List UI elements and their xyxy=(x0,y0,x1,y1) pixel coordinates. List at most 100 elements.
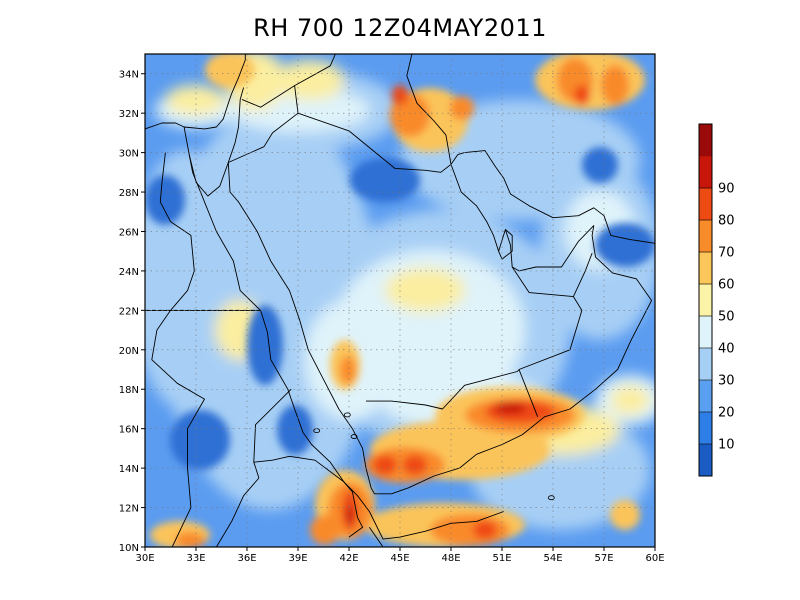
humidity-area-red-orange-iraq xyxy=(392,85,408,105)
colorbar-frame xyxy=(698,123,713,477)
grid-lines xyxy=(145,54,655,547)
colorbar-label: 90 xyxy=(718,182,735,197)
humidity-area-light-orange-turkey xyxy=(205,54,255,88)
colorbar-label: 50 xyxy=(718,310,735,325)
x-tick-label: 45E xyxy=(390,553,409,564)
humidity-area-yellow-coast xyxy=(165,85,225,115)
saudi-jordan-border xyxy=(228,112,299,163)
humidity-area-dark-blue-egypt xyxy=(145,175,185,225)
y-tick-label: 20N xyxy=(119,346,139,357)
humidity-area-dark-blue-sw xyxy=(170,410,230,470)
colorbar-segment xyxy=(699,412,712,445)
x-tick-label: 54E xyxy=(543,553,562,564)
humidity-area-dark-blue-east xyxy=(595,223,655,267)
colorbar-label: 80 xyxy=(718,214,735,229)
y-tick-label: 22N xyxy=(119,306,139,317)
arabian-peninsula-coast xyxy=(227,152,653,495)
x-tick-label: 48E xyxy=(441,553,460,564)
colorbar-label: 70 xyxy=(718,246,735,261)
x-tick-label: 39E xyxy=(288,553,307,564)
uae-saudi-border xyxy=(511,253,593,298)
humidity-area-yellow-north xyxy=(275,60,345,100)
turkey-syria-border xyxy=(247,54,248,55)
y-tick-label: 12N xyxy=(119,504,139,515)
colorbar-label: 40 xyxy=(718,342,735,357)
sinai-coast xyxy=(183,54,246,197)
colorbar-label: 30 xyxy=(718,374,735,389)
colorbar-segment xyxy=(699,252,712,285)
colorbar-segment xyxy=(699,188,712,221)
ethiopia-border xyxy=(253,455,364,538)
y-tick-label: 10N xyxy=(119,543,139,554)
x-tick-label: 51E xyxy=(492,553,511,564)
humidity-area-dark-blue-iran xyxy=(582,147,618,183)
saudi-yemen-border xyxy=(366,369,520,410)
humidity-area-light-orange-se xyxy=(610,500,640,530)
somalia-border xyxy=(369,527,417,547)
y-tick-label: 30N xyxy=(119,149,139,160)
humidity-field xyxy=(145,54,655,547)
colorbar-label: 20 xyxy=(718,406,735,421)
humidity-area-yellow-center xyxy=(385,268,465,312)
x-tick-label: 57E xyxy=(594,553,613,564)
humidity-area-red-orange-iran xyxy=(574,85,590,105)
humidity-area-red-oman-coast xyxy=(494,402,526,414)
humidity-area-orange-iran-north-b xyxy=(601,65,629,105)
humidity-area-light-blue-red-sea-west xyxy=(145,150,240,410)
x-tick-label: 36E xyxy=(237,553,256,564)
colorbar-segment xyxy=(699,444,712,477)
saudi-oman-border xyxy=(518,296,583,370)
island-0 xyxy=(343,412,351,418)
y-tick-label: 26N xyxy=(119,227,139,238)
egypt-north-coast xyxy=(145,122,185,130)
map-title: RH 700 12Z04MAY2011 xyxy=(253,14,547,42)
humidity-area-red-orange-yemen-b xyxy=(403,455,427,475)
humidity-area-dark-blue-sudan xyxy=(277,405,313,455)
colorbar-segment xyxy=(699,220,712,253)
qatar-outline xyxy=(498,229,513,260)
y-tick-label: 24N xyxy=(119,267,139,278)
yemen-oman-border xyxy=(518,369,539,417)
y-tick-label: 16N xyxy=(119,425,139,436)
sudan-ethiopia-border xyxy=(216,477,260,547)
humidity-area-yellow-se xyxy=(610,385,650,415)
humidity-area-orange-asir xyxy=(340,356,356,384)
x-tick-label: 60E xyxy=(645,553,664,564)
y-tick-label: 32N xyxy=(119,109,139,120)
x-tick-label: 30E xyxy=(135,553,154,564)
humidity-area-dark-blue-iraq xyxy=(350,158,420,202)
island-3 xyxy=(547,495,555,501)
colorbar-segment xyxy=(699,348,712,381)
colorbar-segment xyxy=(699,284,712,317)
colorbar-segment xyxy=(699,124,712,157)
y-axis: 10N 12N 14N 16N 18N 20N 22N 24N 26N 28N 30N 32N 34N xyxy=(119,70,145,554)
humidity-area-red-bab-el-mandeb xyxy=(346,505,354,525)
y-tick-label: 18N xyxy=(119,385,139,396)
humidity-area-red-orange-aden xyxy=(473,521,497,539)
african-red-sea-coast xyxy=(188,154,504,540)
colorbar-label: 10 xyxy=(718,438,735,453)
humidity-area-orange-ethiopia xyxy=(310,515,340,545)
humidity-area-orange-aden xyxy=(430,514,510,546)
humidity-area-dark-blue-red-sea xyxy=(247,305,283,385)
colorbar-segment xyxy=(699,380,712,413)
island-2 xyxy=(350,434,358,439)
x-axis: 30E 33E 36E 39E 42E 45E 48E 51E 54E 57E 60E xyxy=(135,547,665,564)
colorbar-segment xyxy=(699,316,712,349)
y-tick-label: 34N xyxy=(119,70,139,81)
iran-coast xyxy=(464,150,655,244)
colorbar-label: 60 xyxy=(718,278,735,293)
x-tick-label: 33E xyxy=(186,553,205,564)
syria-iraq-border xyxy=(294,54,336,114)
y-tick-label: 28N xyxy=(119,188,139,199)
sudan-eritrea-border xyxy=(253,388,292,479)
humidity-area-orange-sw xyxy=(175,532,205,547)
humidity-area-orange-iran-west xyxy=(450,96,474,120)
nile-river xyxy=(151,152,205,547)
coastline-layer xyxy=(145,54,655,547)
iraq-saudi-border xyxy=(297,112,452,173)
colorbar: 10 20 30 40 50 60 70 80 90 xyxy=(698,123,735,477)
jordan-syria-border xyxy=(241,85,295,108)
humidity-area-red-orange-yemen-a xyxy=(373,455,397,475)
